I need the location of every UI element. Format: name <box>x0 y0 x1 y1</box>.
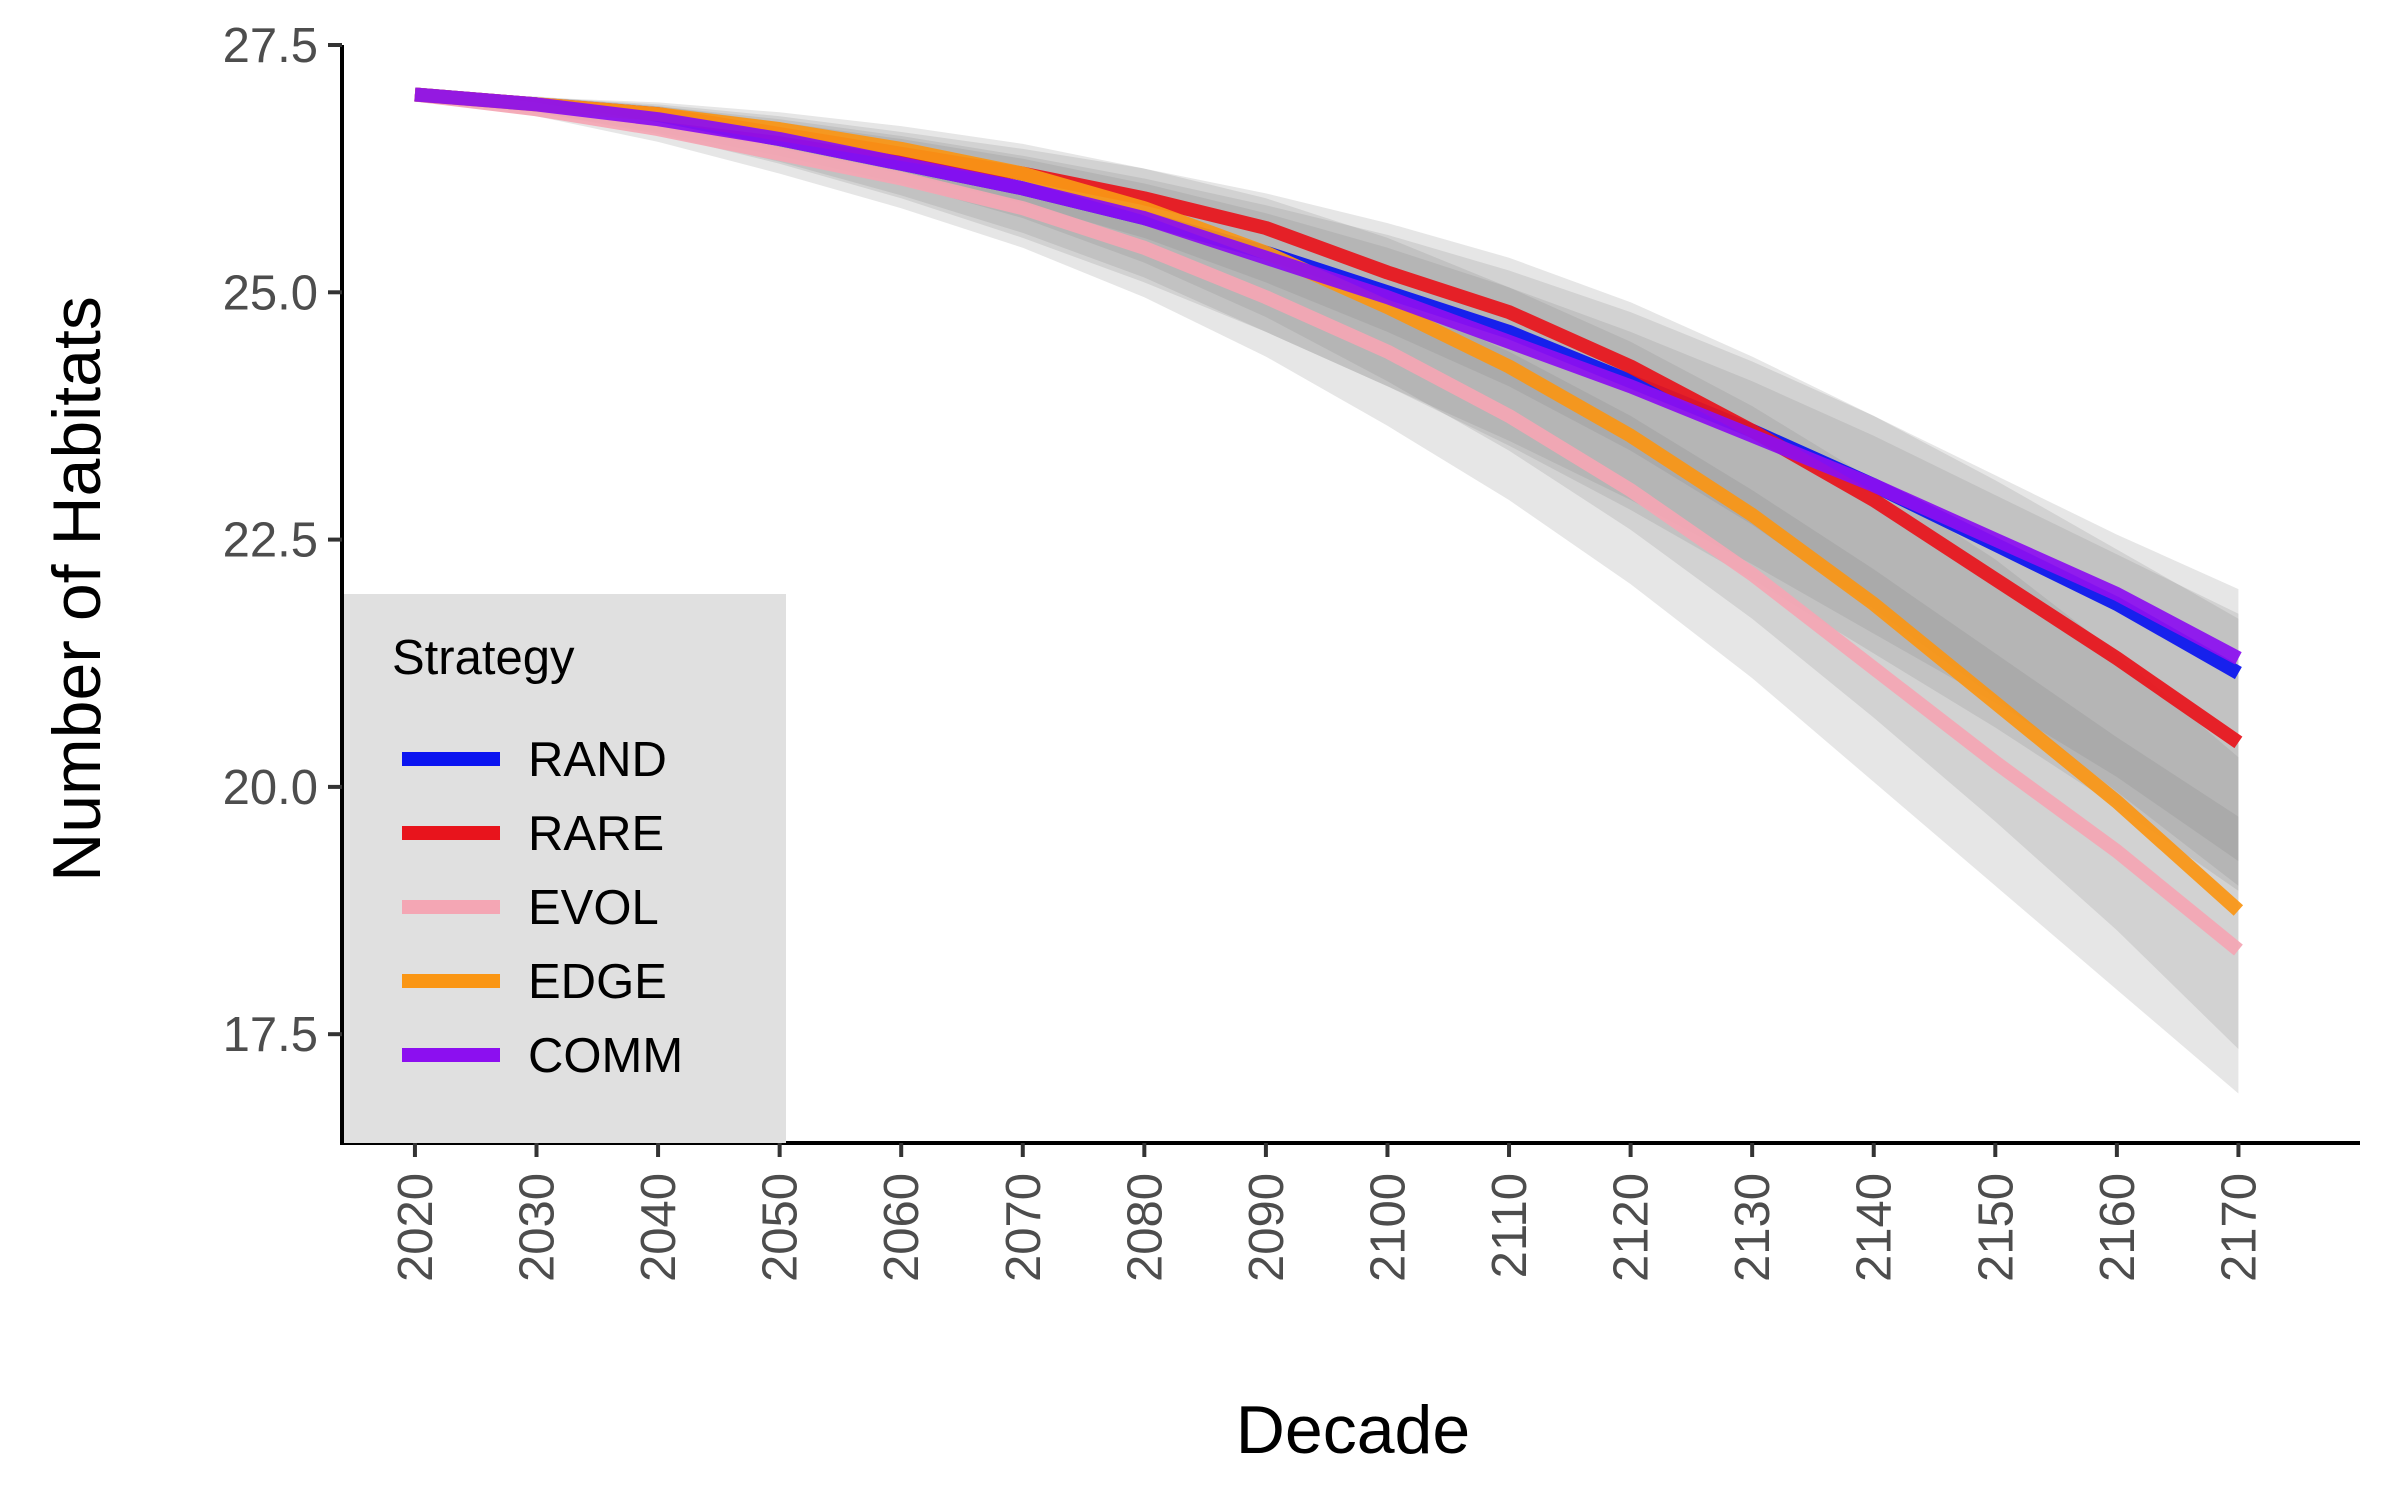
x-tick-label: 2140 <box>1848 1173 1902 1282</box>
legend-label-rare: RARE <box>528 807 664 861</box>
y-tick-label: 27.5 <box>223 19 318 73</box>
legend-label-rand: RAND <box>528 733 667 787</box>
y-axis-title: Number of Habitats <box>39 296 115 882</box>
x-tick-label: 2050 <box>754 1173 808 1282</box>
legend-label-comm: COMM <box>528 1029 683 1083</box>
x-tick-label: 2110 <box>1483 1173 1537 1278</box>
x-tick-label: 2100 <box>1362 1173 1416 1282</box>
y-tick-label: 25.0 <box>223 266 318 320</box>
x-tick-label: 2020 <box>389 1173 443 1282</box>
x-tick-label: 2040 <box>632 1173 686 1282</box>
x-tick-label: 2030 <box>511 1173 565 1282</box>
x-tick-label: 2120 <box>1605 1173 1659 1282</box>
x-tick-label: 2130 <box>1726 1173 1780 1282</box>
y-tick-label: 22.5 <box>223 514 318 568</box>
confidence-band-evol <box>414 94 2239 1094</box>
y-tick-label: 20.0 <box>223 761 318 815</box>
x-tick-label: 2060 <box>875 1173 929 1282</box>
legend: Strategy RAND RARE EVOL EDGE COMM <box>344 594 786 1143</box>
legend-title: Strategy <box>392 631 575 685</box>
x-tick-label: 2070 <box>997 1173 1051 1282</box>
x-tick-label: 2160 <box>2091 1173 2145 1282</box>
series-line-evol <box>414 87 2243 956</box>
legend-label-evol: EVOL <box>528 881 659 935</box>
x-tick-label: 2150 <box>1969 1173 2023 1282</box>
series-lines <box>414 87 2244 956</box>
x-tick-label: 2090 <box>1240 1173 1294 1282</box>
x-tick-label: 2080 <box>1118 1173 1172 1282</box>
x-axis-title: Decade <box>1236 1392 1470 1468</box>
legend-label-edge: EDGE <box>528 955 667 1009</box>
series-line-comm <box>414 87 2242 665</box>
y-tick-label: 17.5 <box>223 1008 318 1062</box>
x-tick-label: 2170 <box>2212 1173 2266 1282</box>
